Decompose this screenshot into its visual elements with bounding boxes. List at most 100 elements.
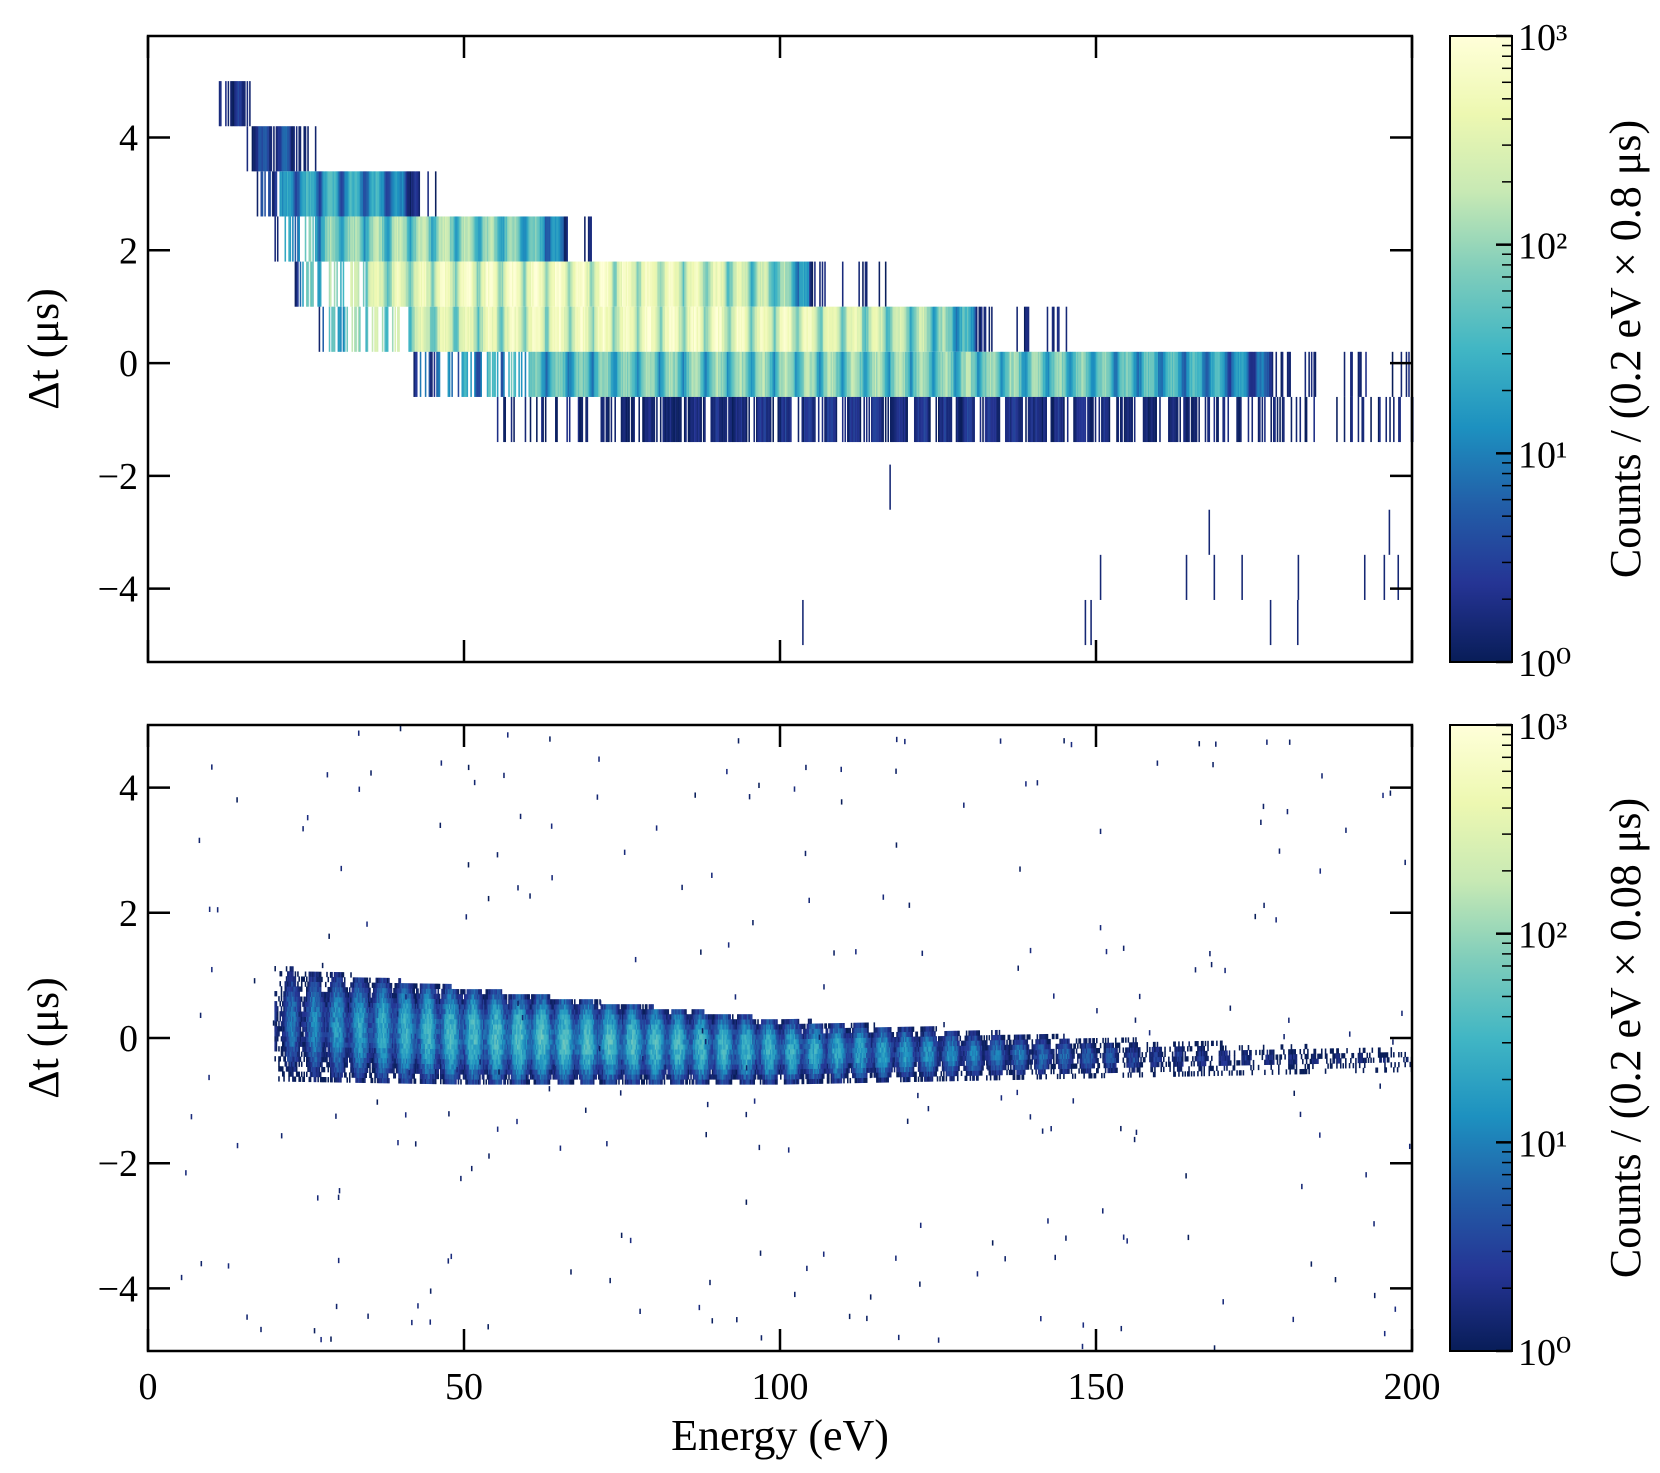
top-bin-cell (989, 351, 992, 397)
top-bin-cell (828, 396, 830, 443)
top-bin-cell (997, 396, 999, 443)
top-bin-cell (763, 396, 766, 443)
top-bin-cell (251, 126, 254, 172)
bottom-bin-cell (337, 1042, 340, 1048)
top-bin-cell (352, 171, 355, 217)
bottom-bin-cell (371, 1007, 374, 1013)
top-bin-cell (1087, 396, 1089, 443)
bottom-bin-cell (336, 1007, 338, 1013)
bottom-bin-cell (369, 977, 371, 983)
bottom-bin-cell (400, 1043, 403, 1049)
top-bin-cell (963, 396, 965, 443)
top-bin-cell (664, 396, 667, 443)
bottom-bin-cell (295, 1021, 298, 1027)
top-bin-cell (685, 261, 687, 307)
bottom-bin-cell (283, 1031, 285, 1037)
top-bin-cell (1145, 396, 1147, 443)
bottom-bin-cell (431, 988, 433, 994)
bottom-bin-cell (280, 1026, 283, 1032)
top-bin-cell (646, 351, 648, 397)
bottom-bin-cell (289, 991, 292, 997)
bottom-bin-cell (352, 992, 355, 998)
top-bin-cell (729, 396, 731, 443)
bottom-bin-cell (365, 1002, 367, 1008)
bottom-bin-cell (335, 1052, 337, 1058)
top-bin-cell (513, 261, 515, 307)
top-bin-cell (376, 171, 379, 217)
bottom-bin-cell (335, 1012, 337, 1018)
top-bin-cell (609, 261, 611, 307)
bottom-bin-cell (297, 1071, 299, 1077)
top-bin-cell (1237, 351, 1240, 397)
bottom-bin-cell (439, 1013, 442, 1020)
top-bin-cell (340, 171, 342, 217)
top-bin-cell (839, 351, 841, 397)
bottom-bin-cell (386, 1048, 389, 1054)
top-bin-cell (451, 351, 453, 397)
bottom-bin-cell (366, 1052, 369, 1058)
top-bin-cell (566, 306, 568, 352)
bottom-bin-cell (356, 1072, 359, 1078)
top-bin-cell (773, 261, 776, 307)
bottom-bin-cell (355, 1062, 357, 1068)
bottom-bin-cell (317, 986, 319, 993)
bottom-bin-cell (289, 986, 292, 992)
bottom-bin-cell (297, 1051, 299, 1057)
bottom-bin-cell (395, 993, 398, 999)
top-bin-cell (542, 216, 544, 262)
bottom-bin-cell (340, 1077, 342, 1083)
top-bin-cell (608, 351, 610, 397)
top-bin-cell (446, 306, 448, 352)
top-bin-cell (944, 306, 946, 352)
bottom-bin-cell (370, 1052, 373, 1059)
bottom-bin-cell (389, 1063, 391, 1069)
bottom-bin-cell (410, 983, 413, 989)
bottom-bin-cell (283, 1016, 285, 1022)
bottom-bin-cell (317, 1011, 319, 1018)
bottom-bin-cell (343, 992, 346, 998)
top-bin-cell (340, 261, 342, 307)
top-bin-cell (1272, 396, 1275, 443)
top-bin-cell (414, 216, 417, 262)
top-bin-cell (319, 171, 322, 217)
bottom-bin-cell (434, 988, 437, 994)
bottom-bin-cell (384, 1047, 386, 1054)
bottom-bin-cell (366, 982, 369, 988)
bottom-bin-cell (423, 1063, 426, 1069)
bottom-bin-cell (306, 976, 308, 982)
bottom-bin-cell (298, 1056, 300, 1062)
bottom-bin-cell (345, 1032, 347, 1038)
bottom-bin-cell (293, 1046, 295, 1052)
bottom-bin-cell (369, 1017, 371, 1023)
top-bin-cell (778, 351, 781, 397)
bottom-bin-cell (429, 1013, 432, 1019)
top-bin-cell (582, 351, 585, 397)
top-bin-cell (590, 216, 592, 262)
bottom-bin-cell (357, 1072, 360, 1078)
top-bin-cell (268, 126, 270, 172)
top-bin-cell (462, 306, 465, 352)
bottom-bin-cell (405, 1068, 408, 1074)
bottom-bin-cell (431, 1058, 433, 1065)
top-bin-cell (773, 306, 776, 352)
bottom-bin-cell (355, 1007, 357, 1013)
top-bin-cell (628, 261, 630, 307)
top-bin-cell (696, 306, 699, 352)
top-bin-cell (1010, 396, 1012, 443)
bottom-bin-cell (332, 1042, 335, 1048)
bottom-bin-cell (443, 1028, 446, 1035)
top-bin-cell (945, 396, 948, 443)
top-bin-cell (917, 351, 920, 397)
bottom-bin-cell (413, 1068, 415, 1074)
bottom-bin-cell (307, 991, 309, 997)
top-bin-cell (1084, 396, 1087, 443)
bottom-bin-cell (445, 1038, 447, 1045)
bottom-bin-cell (372, 1047, 375, 1054)
top-bin-cell (445, 306, 447, 352)
top-bin-cell (528, 261, 531, 307)
bottom-bin-cell (355, 1042, 357, 1048)
bottom-bin-cell (390, 1002, 393, 1009)
top-bin-cell (1056, 306, 1059, 352)
top-bin-cell (576, 261, 579, 307)
bottom-bin-cell (311, 1061, 313, 1068)
